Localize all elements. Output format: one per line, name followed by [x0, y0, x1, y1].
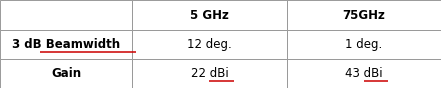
- Bar: [0, 0, 132, 30]
- Text: 1 deg.: 1 deg.: [345, 38, 382, 51]
- Bar: [132, 59, 287, 88]
- Text: 3 dB Beamwidth: 3 dB Beamwidth: [12, 38, 120, 51]
- Bar: [132, 0, 287, 30]
- Text: 22 dBi: 22 dBi: [191, 67, 228, 80]
- Bar: [0, 59, 132, 88]
- Text: 43 dBi: 43 dBi: [345, 67, 383, 80]
- Bar: [287, 0, 441, 30]
- Bar: [132, 30, 287, 59]
- Bar: [287, 59, 441, 88]
- Text: 12 deg.: 12 deg.: [187, 38, 232, 51]
- Text: Gain: Gain: [51, 67, 81, 80]
- Bar: [0, 30, 132, 59]
- Text: 5 GHz: 5 GHz: [190, 9, 229, 22]
- Text: 75GHz: 75GHz: [342, 9, 385, 22]
- Bar: [287, 30, 441, 59]
